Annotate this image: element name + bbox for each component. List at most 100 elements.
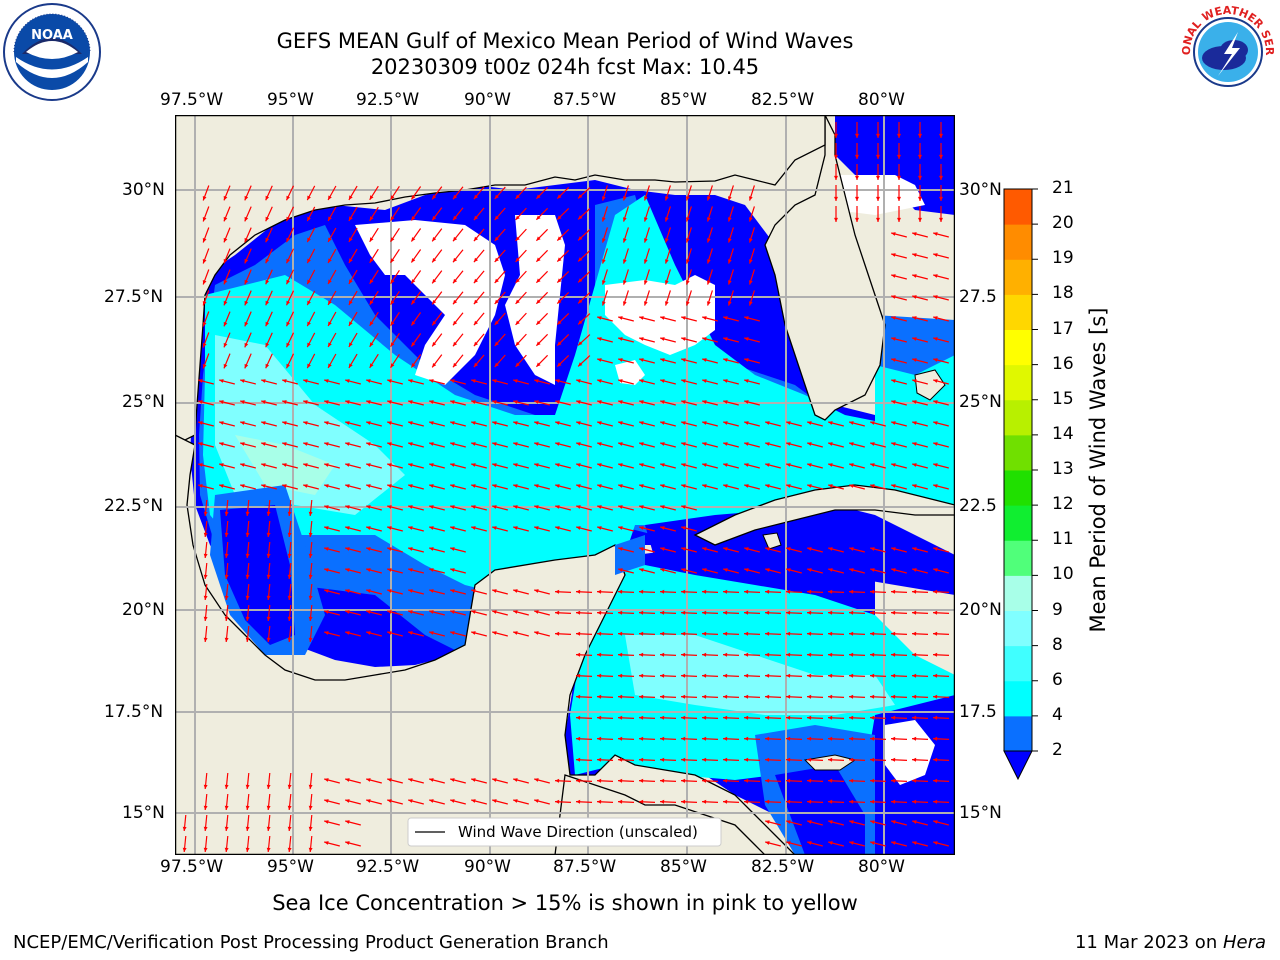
arrow-head [198, 379, 203, 383]
arrow-head [492, 484, 497, 488]
arrow-head [534, 505, 539, 509]
arrow-head [933, 841, 938, 845]
colorbar-tick-label: 13 [1052, 459, 1074, 479]
arrow-head [639, 358, 644, 362]
arrow-head [245, 826, 250, 831]
arrow-head [432, 279, 437, 284]
arrow-head [576, 778, 581, 783]
arrow-head [261, 400, 266, 404]
arrow-head [744, 547, 749, 551]
arrow-head [933, 610, 938, 615]
arrow-head [686, 259, 690, 264]
lon-tick-top: 82.5°W [751, 90, 815, 110]
arrow-head [681, 400, 686, 404]
arrow-head [261, 484, 266, 488]
arrow-head [870, 568, 875, 572]
arrow-head [602, 238, 606, 243]
lon-tick-bottom: 87.5°W [553, 857, 617, 877]
arrow-head [639, 694, 644, 699]
colorbar-segment [1004, 294, 1032, 331]
arrow-head [891, 589, 896, 594]
arrow-head [786, 820, 791, 824]
arrow-head [681, 337, 686, 341]
arrow-head [576, 589, 581, 594]
arrow-head [244, 342, 249, 348]
arrow-head [345, 799, 350, 803]
arrow-head [287, 847, 292, 852]
arrow-head [807, 610, 812, 615]
arrow-head [807, 442, 812, 446]
arrow-head [429, 526, 434, 530]
land-bahamas [914, 369, 946, 401]
arrow-head [411, 237, 416, 242]
arrow-head [828, 757, 833, 762]
arrow-head [324, 379, 329, 383]
arrow-head [891, 295, 896, 299]
arrow-head [223, 321, 228, 327]
arrow-head [891, 484, 896, 488]
arrow-head [639, 610, 644, 615]
arrow-head [660, 589, 665, 594]
arrow-head [618, 400, 623, 404]
arrow-head [744, 694, 749, 699]
arrow-head [308, 805, 313, 810]
arrow-head [245, 553, 250, 558]
arrow-head [266, 511, 271, 516]
arrow-head [912, 736, 917, 741]
arrow-head [665, 301, 669, 306]
arrow-head [244, 279, 249, 285]
arrow-head [623, 238, 627, 243]
arrow-head [686, 196, 690, 201]
arrow-head [536, 362, 541, 367]
arrow-head [749, 301, 753, 306]
arrow-head [660, 442, 665, 446]
arrow-head [786, 442, 791, 446]
arrow-head [728, 196, 732, 201]
arrow-head [287, 784, 292, 789]
arrow-head [723, 799, 728, 804]
arrow-head [534, 631, 539, 635]
arrow-head [348, 300, 353, 305]
arrow-head [261, 463, 266, 467]
arrow-head [681, 799, 686, 804]
arrow-head [555, 778, 560, 783]
arrow-head [203, 805, 208, 810]
arrow-head [515, 320, 520, 325]
arrow-head [429, 631, 434, 635]
arrow-head [749, 217, 753, 222]
arrow-head [855, 175, 859, 180]
arrow-head [345, 610, 350, 614]
arrow-head [223, 342, 228, 348]
arrow-head [240, 484, 245, 488]
arrow-head [897, 217, 901, 222]
arrow-head [849, 589, 854, 594]
arrow-head [807, 547, 812, 551]
arrow-head [765, 757, 770, 762]
arrow-head [765, 463, 770, 467]
arrow-head [786, 589, 791, 594]
colorbar-tick-label: 14 [1052, 423, 1074, 444]
arrow-head [473, 320, 478, 326]
arrow-head [891, 316, 896, 320]
arrow-head [282, 442, 287, 446]
arrow-head [786, 568, 791, 572]
arrow-head [870, 610, 875, 615]
arrow-head [786, 631, 791, 636]
arrow-head [765, 841, 770, 845]
arrow-head [471, 631, 476, 635]
arrow-head [876, 154, 880, 159]
arrow-head [224, 511, 229, 516]
arrow-head [686, 280, 690, 285]
arrow-head [557, 236, 562, 241]
lon-tick-top: 87.5°W [553, 90, 617, 110]
arrow-head [198, 400, 203, 404]
arrow-head [749, 238, 753, 243]
arrow-head [224, 784, 229, 789]
arrow-head [432, 258, 437, 263]
arrow-head [723, 400, 728, 404]
arrow-head [744, 568, 749, 572]
lon-tick-bottom: 92.5°W [356, 857, 420, 877]
arrow-head [219, 400, 224, 404]
arrow-head [681, 715, 686, 720]
arrow-head [513, 589, 518, 593]
